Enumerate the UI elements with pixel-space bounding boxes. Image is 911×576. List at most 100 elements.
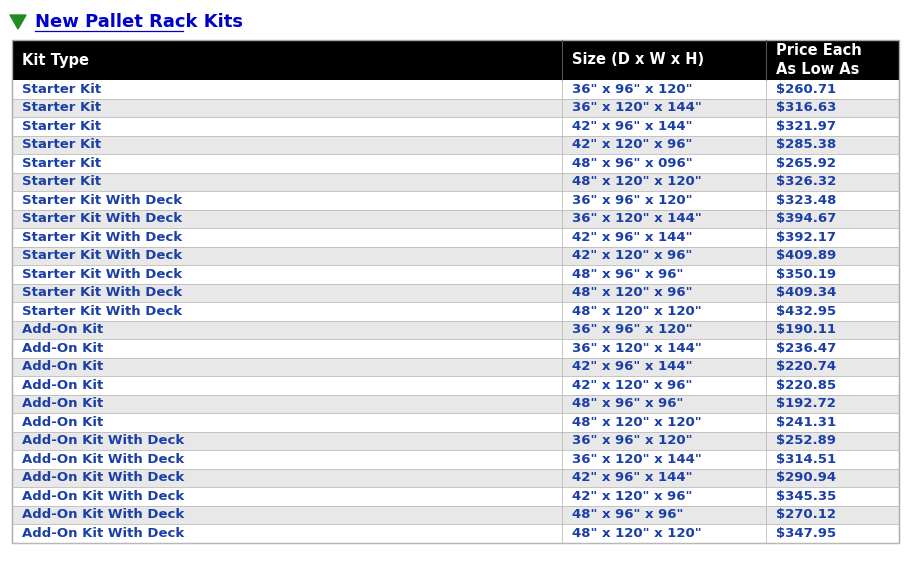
Text: 36" x 120" x 144": 36" x 120" x 144"	[572, 453, 701, 466]
Bar	[12, 80, 899, 98]
Text: 42" x 120" x 96": 42" x 120" x 96"	[572, 138, 692, 151]
Text: 48" x 96" x 096": 48" x 96" x 096"	[572, 157, 692, 170]
Text: Add-On Kit: Add-On Kit	[22, 379, 103, 392]
Text: Add-On Kit With Deck: Add-On Kit With Deck	[22, 434, 184, 447]
Text: Add-On Kit With Deck: Add-On Kit With Deck	[22, 508, 184, 521]
Text: 36" x 96" x 120": 36" x 96" x 120"	[572, 194, 692, 207]
Text: $260.71: $260.71	[776, 83, 836, 96]
Text: $252.89: $252.89	[776, 434, 836, 447]
Text: $409.34: $409.34	[776, 286, 836, 300]
Bar	[12, 210, 899, 228]
Text: Starter Kit With Deck: Starter Kit With Deck	[22, 305, 182, 318]
Text: 48" x 120" x 120": 48" x 120" x 120"	[572, 526, 701, 540]
Bar	[12, 265, 899, 283]
Text: Add-On Kit: Add-On Kit	[22, 323, 103, 336]
Bar	[12, 413, 899, 431]
Text: Kit Type: Kit Type	[22, 52, 89, 67]
Text: 48" x 120" x 120": 48" x 120" x 120"	[572, 305, 701, 318]
Bar	[12, 302, 899, 320]
Text: $270.12: $270.12	[776, 508, 836, 521]
Text: Add-On Kit With Deck: Add-On Kit With Deck	[22, 471, 184, 484]
Bar	[12, 524, 899, 543]
Text: 36" x 120" x 144": 36" x 120" x 144"	[572, 342, 701, 355]
Text: Starter Kit: Starter Kit	[22, 157, 101, 170]
Text: Starter Kit: Starter Kit	[22, 138, 101, 151]
Text: Starter Kit With Deck: Starter Kit With Deck	[22, 286, 182, 300]
Text: $432.95: $432.95	[776, 305, 836, 318]
Text: 48" x 96" x 96": 48" x 96" x 96"	[572, 508, 683, 521]
Bar	[12, 283, 899, 302]
Bar	[12, 376, 899, 395]
Bar	[12, 339, 899, 358]
Text: 48" x 120" x 120": 48" x 120" x 120"	[572, 175, 701, 188]
Text: 48" x 120" x 96": 48" x 120" x 96"	[572, 286, 692, 300]
Text: Size (D x W x H): Size (D x W x H)	[572, 52, 704, 67]
Text: 42" x 96" x 144": 42" x 96" x 144"	[572, 231, 692, 244]
Text: $190.11: $190.11	[776, 323, 836, 336]
Bar	[12, 358, 899, 376]
Text: 48" x 96" x 96": 48" x 96" x 96"	[572, 268, 683, 281]
Bar	[12, 98, 899, 117]
Text: $241.31: $241.31	[776, 416, 836, 429]
Text: $394.67: $394.67	[776, 212, 836, 225]
Text: $323.48: $323.48	[776, 194, 836, 207]
Text: $326.32: $326.32	[776, 175, 836, 188]
Text: 48" x 120" x 120": 48" x 120" x 120"	[572, 416, 701, 429]
Text: Starter Kit With Deck: Starter Kit With Deck	[22, 268, 182, 281]
Text: Add-On Kit With Deck: Add-On Kit With Deck	[22, 453, 184, 466]
Bar	[12, 506, 899, 524]
Bar	[12, 40, 899, 80]
Text: $392.17: $392.17	[776, 231, 836, 244]
Text: 42" x 96" x 144": 42" x 96" x 144"	[572, 360, 692, 373]
Text: Starter Kit: Starter Kit	[22, 83, 101, 96]
Text: $285.38: $285.38	[776, 138, 836, 151]
Text: $350.19: $350.19	[776, 268, 836, 281]
Text: Add-On Kit: Add-On Kit	[22, 416, 103, 429]
Text: $265.92: $265.92	[776, 157, 836, 170]
Text: $314.51: $314.51	[776, 453, 836, 466]
Bar	[12, 247, 899, 265]
Text: 36" x 96" x 120": 36" x 96" x 120"	[572, 323, 692, 336]
Text: New Pallet Rack Kits: New Pallet Rack Kits	[35, 13, 243, 31]
Text: Price Each
As Low As: Price Each As Low As	[776, 43, 862, 77]
Text: 36" x 96" x 120": 36" x 96" x 120"	[572, 434, 692, 447]
Text: 42" x 120" x 96": 42" x 120" x 96"	[572, 249, 692, 262]
Polygon shape	[10, 15, 26, 29]
Text: 36" x 120" x 144": 36" x 120" x 144"	[572, 101, 701, 114]
Text: 42" x 96" x 144": 42" x 96" x 144"	[572, 120, 692, 132]
Text: $220.74: $220.74	[776, 360, 836, 373]
Text: 36" x 120" x 144": 36" x 120" x 144"	[572, 212, 701, 225]
Text: Add-On Kit With Deck: Add-On Kit With Deck	[22, 526, 184, 540]
Text: 42" x 120" x 96": 42" x 120" x 96"	[572, 490, 692, 503]
Bar	[12, 228, 899, 247]
Text: $290.94: $290.94	[776, 471, 836, 484]
Text: Add-On Kit: Add-On Kit	[22, 360, 103, 373]
Text: 42" x 120" x 96": 42" x 120" x 96"	[572, 379, 692, 392]
Text: Add-On Kit: Add-On Kit	[22, 342, 103, 355]
Bar	[12, 395, 899, 413]
Text: $236.47: $236.47	[776, 342, 836, 355]
Text: 48" x 96" x 96": 48" x 96" x 96"	[572, 397, 683, 410]
Text: Starter Kit With Deck: Starter Kit With Deck	[22, 249, 182, 262]
Text: Starter Kit With Deck: Starter Kit With Deck	[22, 212, 182, 225]
Text: $347.95: $347.95	[776, 526, 836, 540]
Text: $220.85: $220.85	[776, 379, 836, 392]
Bar	[12, 191, 899, 210]
Text: $321.97: $321.97	[776, 120, 836, 132]
Text: 36" x 96" x 120": 36" x 96" x 120"	[572, 83, 692, 96]
Text: $316.63: $316.63	[776, 101, 836, 114]
Text: Starter Kit: Starter Kit	[22, 175, 101, 188]
Text: $345.35: $345.35	[776, 490, 836, 503]
Text: Starter Kit: Starter Kit	[22, 101, 101, 114]
Text: Starter Kit: Starter Kit	[22, 120, 101, 132]
Text: 42" x 96" x 144": 42" x 96" x 144"	[572, 471, 692, 484]
Bar	[12, 117, 899, 135]
Bar	[12, 320, 899, 339]
Bar	[12, 468, 899, 487]
Bar	[12, 154, 899, 172]
Bar	[12, 172, 899, 191]
Bar	[12, 135, 899, 154]
Text: $192.72: $192.72	[776, 397, 835, 410]
Text: Starter Kit With Deck: Starter Kit With Deck	[22, 194, 182, 207]
Bar	[12, 487, 899, 506]
